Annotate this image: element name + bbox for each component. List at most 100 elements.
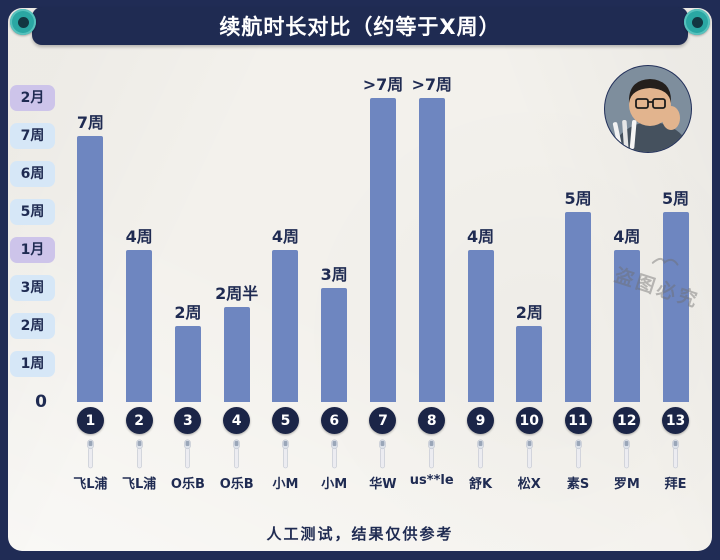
x-axis-item: 13 拜E [651, 407, 700, 492]
bar-column: 7周 [66, 60, 115, 402]
y-tick-label: 1月 [10, 237, 55, 263]
bar-value-label: 4周 [271, 227, 300, 246]
bar [369, 98, 396, 402]
bar [77, 136, 104, 402]
x-axis-item: 7 华W [359, 407, 408, 492]
rank-badge: 5 [271, 407, 299, 434]
bar-column: 2周 [164, 60, 213, 402]
rank-badge: 10 [515, 407, 543, 434]
toothbrush-icon [425, 439, 438, 469]
brand-label: 松X [517, 477, 541, 492]
rank-badge: 6 [320, 407, 348, 434]
bar-value-label: 5周 [662, 189, 690, 208]
bar [662, 212, 689, 402]
y-tick-label: 5周 [10, 199, 55, 225]
x-axis-item: 8 us**le [407, 407, 456, 492]
brand-label: 素S [566, 477, 590, 492]
toothbrush-icon [181, 439, 194, 469]
x-axis-item: 4 O乐B [212, 407, 261, 492]
bar-value-label: 7周 [76, 113, 104, 132]
bar [321, 288, 348, 402]
bar-value-label: 2周半 [215, 284, 259, 303]
avatar-image [604, 65, 692, 153]
plot-area: 7周 4周 2周 2周半 4周 3周 >7周 >7周 4周 2周 5周 4周 5周 [66, 60, 700, 402]
bar-column: >7周 [359, 60, 408, 402]
avatar [603, 64, 693, 154]
y-tick-label: 2月 [10, 85, 55, 111]
x-axis-item: 11 素S [554, 407, 603, 492]
x-axis-item: 12 罗M [602, 407, 651, 492]
x-axis-item: 9 舒K [456, 407, 505, 492]
bar [613, 250, 640, 402]
y-tick-label: 0 [35, 392, 47, 412]
x-axis-item: 6 小M [310, 407, 359, 492]
chart-title: 续航时长对比（约等于X周） [219, 15, 501, 39]
rank-badge: 9 [467, 407, 494, 434]
x-axis-item: 10 松X [505, 407, 554, 492]
y-tick-label: 7周 [10, 123, 55, 149]
footnote: 人工测试，结果仅供参考 [266, 525, 454, 543]
bar-value-label: 4周 [125, 227, 153, 246]
toothbrush-icon [84, 439, 97, 469]
rank-badge: 3 [174, 407, 202, 434]
x-axis: 1 飞L浦 2 飞L浦 3 O乐B 4 O乐B 5 小M 6 小M 7 华W 8 us**le 9 舒K 10 松X 1… [66, 407, 700, 492]
bar-value-label: 4周 [466, 227, 495, 246]
toothbrush-icon [669, 439, 682, 469]
bar [223, 307, 250, 402]
x-axis-item: 2 飞L浦 [115, 407, 164, 492]
chart-background [8, 8, 712, 551]
brand-label: 飞L浦 [73, 477, 108, 492]
bar-column: 2周 [505, 60, 554, 402]
bar-value-label: 4周 [613, 227, 641, 246]
bar-column: 4周 [456, 60, 505, 402]
bar-value-label: 3周 [320, 265, 348, 284]
bar-column: 5周 [554, 60, 603, 402]
y-axis: 2月 7周 6周 5周 1月 3周 2周 1周 0 [0, 0, 64, 560]
bar-column: 5周 [651, 60, 700, 402]
brand-label: O乐B [219, 477, 254, 492]
toothbrush-icon [572, 439, 585, 469]
rank-badge: 4 [223, 407, 251, 434]
bar-value-label: >7周 [362, 75, 404, 94]
y-tick-label: 1周 [10, 351, 55, 377]
brand-label: us**le [409, 473, 454, 488]
bar [126, 250, 153, 402]
toothbrush-icon [133, 439, 146, 469]
brand-label: 小M [272, 477, 299, 492]
title-bar: 续航时长对比（约等于X周） [32, 7, 688, 45]
rank-badge: 8 [418, 407, 446, 434]
bar-column: 4周 [115, 60, 164, 402]
bar [516, 326, 543, 402]
bar [272, 250, 299, 402]
x-axis-item: 3 O乐B [164, 407, 213, 492]
y-tick-label: 2周 [10, 313, 55, 339]
bar-column: 4周 [261, 60, 310, 402]
corner-knob-icon [10, 9, 36, 35]
bar-value-label: 2周 [515, 303, 543, 322]
x-axis-item: 1 飞L浦 [66, 407, 115, 492]
y-tick-label: 3周 [10, 275, 55, 301]
bar [174, 326, 201, 402]
bar [467, 250, 494, 402]
bar-value-label: 5周 [564, 189, 592, 208]
bar-column: 2周半 [212, 60, 261, 402]
y-tick-label: 6周 [10, 161, 55, 187]
brand-label: 罗M [613, 477, 640, 492]
bar-column: >7周 [407, 60, 456, 402]
rank-badge: 12 [613, 407, 641, 434]
rank-badge: 7 [369, 407, 397, 434]
rank-badge: 1 [76, 407, 104, 434]
watermark: 盗图必究 [592, 233, 720, 320]
bar-value-label: 2周 [174, 303, 202, 322]
rank-badge: 2 [125, 407, 153, 434]
toothbrush-icon [376, 439, 389, 469]
rank-badge: 13 [662, 407, 690, 434]
bar [418, 98, 445, 402]
toothbrush-icon [474, 439, 487, 469]
brand-label: O乐B [170, 477, 205, 492]
brand-label: 华W [369, 477, 397, 492]
bar-value-label: >7周 [411, 75, 453, 94]
brand-label: 舒K [468, 477, 493, 492]
toothbrush-icon [523, 439, 536, 469]
